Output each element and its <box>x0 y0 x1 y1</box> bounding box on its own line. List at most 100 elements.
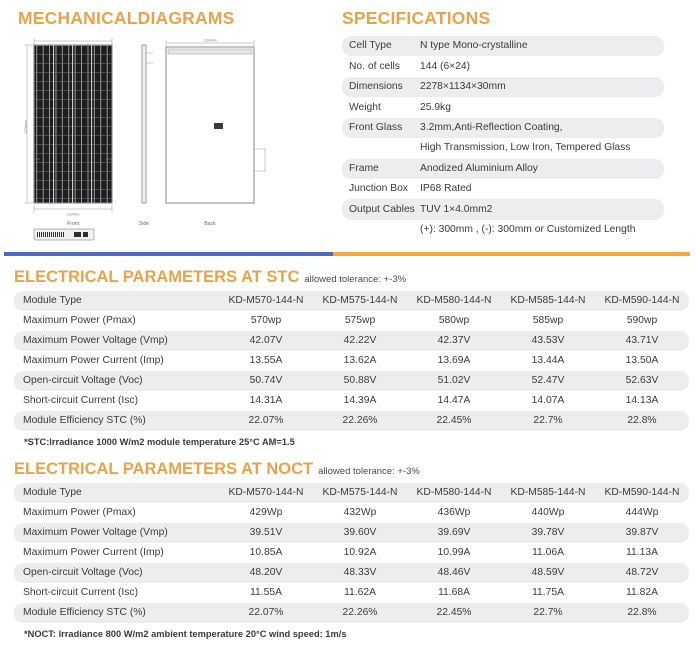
cell-value: 14.47A <box>437 395 471 407</box>
cell-value: 48.33V <box>313 563 407 584</box>
spec-value: Anodized Aluminium Alloy <box>420 158 664 179</box>
cell-value: 436Wp <box>437 507 471 519</box>
row-label: Maximum Power (Pmax) <box>23 507 136 519</box>
cell-value: 39.51V <box>219 523 313 544</box>
cell-value: KD-M590-144-N <box>595 291 689 312</box>
cell-value: 52.47V <box>501 371 595 392</box>
spec-value: (+): 300mm , (-): 300mm or Customized Le… <box>420 224 636 236</box>
cell-value: 42.07V <box>219 331 313 352</box>
cell-value: 590wp <box>626 315 658 327</box>
cell-value: 48.72V <box>595 563 689 584</box>
cell-value: 14.31A <box>249 395 283 407</box>
cell-value: 11.75A <box>532 587 564 599</box>
cell-value: 11.82A <box>626 587 658 599</box>
spec-key: Output Cables <box>342 199 420 220</box>
cell-value: 22.26% <box>313 411 407 432</box>
spec-key: Weight <box>349 101 381 113</box>
specifications-table: Cell Type N type Mono-crystalline No. of… <box>342 36 664 240</box>
table-row: Cell Type N type Mono-crystalline <box>342 36 664 57</box>
divider-orange-segment <box>333 252 690 256</box>
stc-tolerance: allowed tolerance: +-3% <box>304 274 407 285</box>
stc-table: Module Type KD-M570-144-N KD-M575-144-N … <box>14 291 689 432</box>
stc-section: ELECTRICAL PARAMETERS AT STC allowed tol… <box>0 268 697 447</box>
mechanical-drawing-canvas: 2278mm 1134mm Front <box>18 37 336 247</box>
cell-value: 13.69A <box>437 355 471 367</box>
side-view-drawing: Side <box>139 44 153 227</box>
spec-key <box>342 220 420 240</box>
noct-tolerance: allowed tolerance: +-3% <box>318 466 420 477</box>
side-view-label: Side <box>139 221 149 227</box>
cell-value: 440Wp <box>531 507 565 519</box>
specifications-column: SPECIFICATIONS Cell Type N type Mono-cry… <box>340 8 697 247</box>
table-row: Maximum Power Voltage (Vmp) 39.51V 39.60… <box>14 523 689 544</box>
table-row: Maximum Power (Pmax) 570wp 575wp 580wp 5… <box>14 311 689 331</box>
table-row: Module Efficiency STC (%) 22.07% 22.26% … <box>14 603 689 624</box>
cell-value: 444Wp <box>625 507 659 519</box>
section-divider <box>4 252 690 256</box>
cell-value: 39.78V <box>501 523 595 544</box>
row-label: Module Type <box>14 483 219 504</box>
cell-value: 39.87V <box>595 523 689 544</box>
stc-title: ELECTRICAL PARAMETERS AT STC <box>14 268 300 286</box>
cell-value: 22.45% <box>407 603 501 624</box>
cell-value: KD-M570-144-N <box>219 483 313 504</box>
cell-value: KD-M570-144-N <box>219 291 313 312</box>
cell-value: 43.53V <box>501 331 595 352</box>
nameplate-strip <box>33 228 95 241</box>
cell-value: 22.07% <box>219 603 313 624</box>
noct-heading-row: ELECTRICAL PARAMETERS AT NOCT allowed to… <box>14 460 689 479</box>
cell-value: 11.62A <box>344 587 376 599</box>
row-label: Maximum Power Current (Imp) <box>23 547 164 559</box>
table-row: Module Type KD-M570-144-N KD-M575-144-N … <box>14 483 689 504</box>
table-row: (+): 300mm , (-): 300mm or Customized Le… <box>342 220 664 240</box>
cell-value: 48.46V <box>407 563 501 584</box>
spec-key: Dimensions <box>342 76 420 98</box>
cell-value: 50.88V <box>313 371 407 392</box>
cell-value: 14.39A <box>343 395 377 407</box>
cell-value: 432Wp <box>343 507 377 519</box>
top-section: MECHANICALDIAGRAMS <box>0 0 697 247</box>
table-row: Junction Box IP68 Rated <box>342 179 664 199</box>
spec-value: 144 (6×24) <box>420 60 471 72</box>
cell-value: KD-M590-144-N <box>595 483 689 504</box>
cell-value: 580wp <box>438 315 470 327</box>
spec-value: N type Mono-crystalline <box>420 36 664 57</box>
row-label: Maximum Power Current (Imp) <box>23 355 164 367</box>
spec-key <box>342 138 420 158</box>
cell-value: 11.55A <box>250 587 282 599</box>
table-row: Short-circuit Current (Isc) 11.55A 11.62… <box>14 583 689 603</box>
spec-value: 25.9kg <box>420 101 451 113</box>
cell-value: 13.55A <box>249 355 283 367</box>
cell-value: 22.8% <box>595 603 689 624</box>
front-view-drawing: 2278mm 1134mm Front <box>24 38 113 227</box>
table-row: Module Efficiency STC (%) 22.07% 22.26% … <box>14 411 689 432</box>
table-row: Maximum Power Current (Imp) 10.85A 10.92… <box>14 543 689 563</box>
back-view-drawing: 1134mm Back <box>165 39 266 227</box>
stc-footnote: *STC:lrradiance 1000 W/m2 module tempera… <box>24 437 295 448</box>
row-label: Module Efficiency STC (%) <box>14 603 219 624</box>
spec-value: 3.2mm,Anti-Reflection Coating, <box>420 117 664 139</box>
cell-value: 13.62A <box>343 355 377 367</box>
cell-value: 22.45% <box>407 411 501 432</box>
table-row: Front Glass 3.2mm,Anti-Reflection Coatin… <box>342 117 664 139</box>
noct-footnote: *NOCT: lrradiance 800 W/m2 ambient tempe… <box>24 629 347 640</box>
table-row: Frame Anodized Aluminium Alloy <box>342 158 664 179</box>
cell-value: 10.92A <box>343 547 377 559</box>
spec-value: IP68 Rated <box>420 183 472 195</box>
mechanical-diagrams-title: MECHANICALDIAGRAMS <box>18 8 235 28</box>
cell-value: 22.7% <box>501 411 595 432</box>
table-row: Weight 25.9kg <box>342 97 664 117</box>
cell-value: KD-M575-144-N <box>313 291 407 312</box>
row-label: Maximum Power Voltage (Vmp) <box>14 331 219 352</box>
row-label: Open-circuit Voltage (Voc) <box>14 371 219 392</box>
divider-blue-segment <box>4 252 334 256</box>
back-view-label: Back <box>204 221 216 227</box>
cell-value: 50.74V <box>219 371 313 392</box>
cell-value: 10.85A <box>249 547 283 559</box>
cell-value: 429Wp <box>249 507 283 519</box>
noct-section: ELECTRICAL PARAMETERS AT NOCT allowed to… <box>0 460 697 639</box>
cell-value: 22.7% <box>501 603 595 624</box>
row-label: Maximum Power Voltage (Vmp) <box>14 523 219 544</box>
spec-value: High Transmission, Low Iron, Tempered Gl… <box>420 142 631 154</box>
row-label: Short-circuit Current (Isc) <box>23 587 139 599</box>
